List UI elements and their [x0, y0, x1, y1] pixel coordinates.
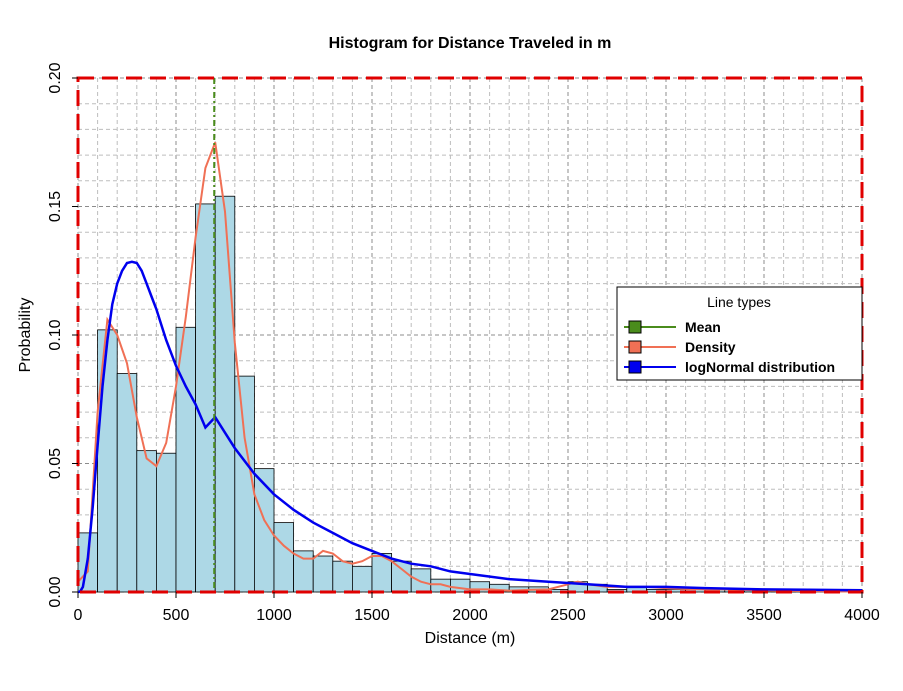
y-tick-label: 0.15 [47, 191, 64, 222]
histogram-bar [469, 581, 491, 593]
histogram-bar [234, 375, 255, 593]
histogram-bar [273, 522, 295, 593]
y-tick-label: 0.10 [47, 319, 64, 350]
histogram-bar [155, 452, 177, 593]
legend-label: Mean [685, 319, 721, 335]
legend-box [616, 286, 863, 381]
x-axis-label: Distance (m) [425, 630, 516, 647]
legend-swatch [628, 360, 642, 374]
chart-title: Histogram for Distance Traveled in m [329, 35, 612, 52]
histogram-bar [214, 195, 236, 593]
x-tick-label: 0 [74, 607, 83, 624]
histogram-bar [449, 578, 471, 593]
x-tick-label: 1500 [354, 607, 390, 624]
x-axis: 0 500 1000 1500 2000 2500 3000 3500 4000 [74, 592, 880, 624]
y-tick-label: 0.20 [47, 62, 64, 93]
x-tick-label: 2500 [550, 607, 586, 624]
x-tick-label: 3500 [746, 607, 782, 624]
x-tick-label: 500 [163, 607, 190, 624]
x-tick-label: 2000 [452, 607, 488, 624]
histogram-bar [332, 560, 353, 593]
histogram-bar [391, 560, 412, 593]
x-tick-label: 1000 [256, 607, 292, 624]
legend-swatch [628, 340, 642, 354]
histogram-bar [97, 329, 118, 593]
histogram-bar [351, 565, 373, 593]
histogram-bar [136, 450, 157, 593]
curves [77, 78, 863, 594]
y-tick-label: 0.00 [47, 576, 64, 607]
y-axis-label: Probability [17, 298, 34, 373]
lognormal-curve [77, 260, 863, 594]
legend: Line types Mean Density logNormal distribu… [616, 286, 863, 381]
histogram-bar [293, 550, 314, 593]
legend-label: logNormal distribution [685, 359, 835, 375]
y-tick-label: 0.05 [47, 448, 64, 479]
legend-title: Line types [707, 294, 771, 310]
histogram-bar [410, 568, 432, 593]
legend-label: Density [685, 339, 736, 355]
x-tick-label: 3000 [648, 607, 684, 624]
y-axis: 0.00 0.05 0.10 0.15 0.20 [47, 62, 78, 608]
histogram-bar [312, 555, 334, 593]
x-tick-label: 4000 [844, 607, 880, 624]
histogram-bar [195, 203, 216, 593]
legend-swatch [628, 320, 642, 334]
